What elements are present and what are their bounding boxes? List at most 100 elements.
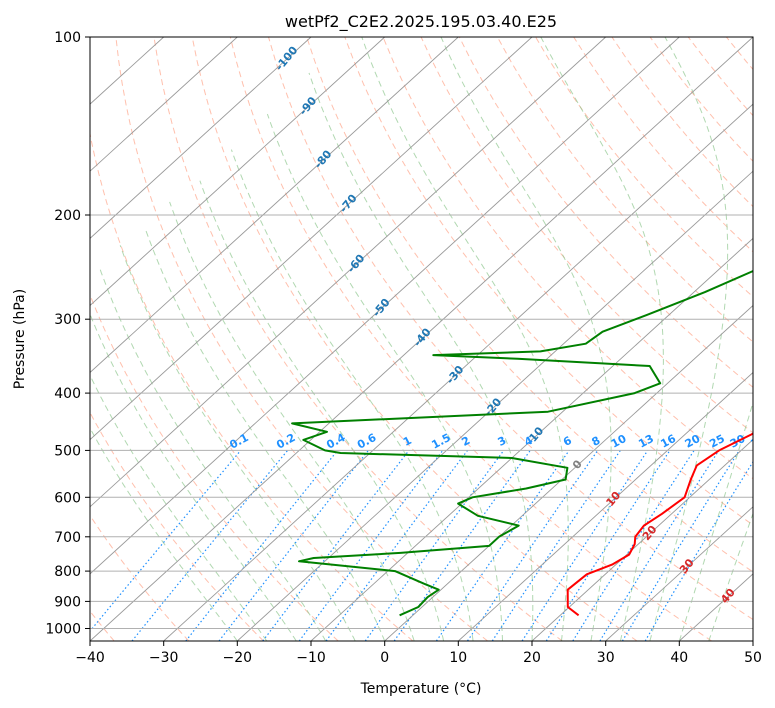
isotherm-line bbox=[90, 37, 533, 441]
moist-adiabat-line bbox=[144, 227, 386, 641]
moist-adiabat-line bbox=[266, 113, 503, 641]
dry-adiabat-line bbox=[344, 37, 753, 526]
mixing-ratio-line bbox=[545, 450, 671, 641]
isotherm-lines bbox=[90, 37, 753, 641]
mixing-ratio-line bbox=[131, 450, 289, 641]
moist-adiabat-line bbox=[119, 245, 356, 641]
isotherm-line bbox=[457, 371, 753, 641]
dry-adiabat-line bbox=[496, 37, 753, 343]
moist-adiabat-line bbox=[90, 374, 268, 641]
moist-adiabat-line bbox=[98, 267, 327, 641]
mixing-ratio-line bbox=[491, 450, 621, 641]
y-tick-label: 800 bbox=[54, 564, 81, 580]
x-tick-label: 50 bbox=[744, 650, 762, 666]
dry-adiabat-line bbox=[115, 37, 488, 641]
mixing-ratio-line bbox=[364, 450, 505, 641]
mixing-ratio-line bbox=[572, 450, 695, 641]
dry-adiabat-line bbox=[649, 37, 753, 162]
isotherm-line bbox=[90, 37, 238, 172]
moist-adiabat-line bbox=[678, 400, 753, 641]
x-axis: −40 −30 −20 −10 0 10 20 30 40 50 bbox=[75, 641, 762, 666]
mixing-ratio-label: 10 bbox=[609, 432, 629, 451]
isotherm-line bbox=[531, 439, 753, 641]
mixing-ratio-line bbox=[599, 450, 720, 641]
isotherm-line bbox=[236, 170, 753, 641]
dry-adiabat-line bbox=[229, 37, 712, 641]
y-tick-label: 1000 bbox=[45, 622, 81, 638]
dry-adiabat-line bbox=[191, 37, 638, 641]
moist-adiabat-line bbox=[199, 180, 445, 641]
mixing-ratio-label: 25 bbox=[707, 432, 727, 451]
mixing-ratio-line bbox=[621, 450, 740, 641]
temperature-profile-line bbox=[566, 432, 753, 617]
chart-title: wetPf2_C2E2.2025.195.03.40.E25 bbox=[285, 12, 557, 32]
y-tick-label: 600 bbox=[54, 490, 81, 506]
dry-adiabat-line bbox=[90, 514, 190, 641]
dry-adiabat-line bbox=[420, 37, 753, 434]
isotherm-line bbox=[90, 37, 753, 641]
mixing-ratio-line bbox=[218, 450, 369, 641]
moist-adiabat-line bbox=[361, 37, 569, 641]
dry-adiabat-line bbox=[687, 37, 753, 117]
mixing-ratio-line bbox=[262, 450, 410, 641]
y-tick-label: 300 bbox=[54, 312, 81, 328]
mixing-ratio-line bbox=[521, 450, 649, 641]
mixing-ratio-label: 13 bbox=[636, 432, 656, 451]
mixing-ratio-line bbox=[298, 450, 444, 641]
mixing-ratio-line bbox=[466, 450, 599, 641]
y-tick-label: 100 bbox=[54, 30, 81, 46]
isotherm-line bbox=[310, 237, 753, 641]
dry-adiabat-line bbox=[726, 37, 753, 71]
mixing-ratio-label: 0.1 bbox=[227, 431, 250, 452]
y-axis-label: Pressure (hPa) bbox=[12, 289, 28, 389]
dry-adiabat-line bbox=[90, 131, 414, 641]
x-tick-label: −20 bbox=[223, 650, 253, 666]
dry-adiabat-line bbox=[535, 37, 753, 298]
moist-adiabat-line bbox=[90, 427, 238, 641]
dry-adiabat-line bbox=[90, 411, 264, 641]
y-tick-label: 400 bbox=[54, 386, 81, 402]
x-tick-label: 30 bbox=[597, 650, 615, 666]
mixing-ratio-lines bbox=[90, 450, 753, 641]
moist-adiabat-line bbox=[708, 512, 753, 641]
x-tick-label: −30 bbox=[149, 650, 179, 666]
y-tick-label: 700 bbox=[54, 530, 81, 546]
isotherm-line bbox=[605, 506, 753, 641]
moist-adiabat-line bbox=[90, 312, 297, 641]
isotherm-line bbox=[163, 103, 753, 641]
moist-adiabat-line bbox=[540, 37, 664, 641]
x-tick-label: 20 bbox=[523, 650, 541, 666]
x-tick-label: −40 bbox=[75, 650, 105, 666]
plot-frame bbox=[89, 36, 754, 642]
mixing-ratio-line bbox=[90, 450, 242, 632]
moist-adiabat-line bbox=[169, 201, 415, 641]
y-axis: 100 200 300 400 500 600 700 800 900 1000 bbox=[45, 30, 90, 638]
mixing-ratio-label: 20 bbox=[683, 432, 703, 451]
moist-adiabat-line bbox=[649, 37, 729, 641]
moist-adiabats bbox=[90, 37, 753, 641]
y-tick-label: 200 bbox=[54, 208, 81, 224]
x-tick-label: 0 bbox=[380, 650, 389, 666]
x-axis-label: Temperature (°C) bbox=[360, 681, 482, 697]
mixing-ratio-label: 0.4 bbox=[324, 431, 348, 452]
isotherm-line bbox=[90, 37, 607, 508]
isotherm-line bbox=[90, 37, 680, 575]
profile-series bbox=[291, 270, 753, 617]
mixing-ratio-label: 6 bbox=[561, 434, 574, 449]
dry-adiabat-line bbox=[611, 37, 753, 208]
plot-area: -100-90-80-70-60-50-40-30-20-10010203040… bbox=[90, 37, 775, 641]
x-tick-label: 40 bbox=[670, 650, 688, 666]
moist-adiabat-line bbox=[440, 37, 612, 641]
x-tick-label: −10 bbox=[296, 650, 326, 666]
dry-adiabat-line bbox=[765, 37, 775, 641]
isotherm-label: -100 bbox=[273, 44, 301, 74]
mixing-ratio-line bbox=[325, 450, 468, 641]
mixing-ratio-label: 8 bbox=[590, 434, 603, 449]
y-tick-label: 500 bbox=[54, 443, 81, 459]
isotherm-line bbox=[90, 37, 386, 307]
mixing-ratio-label: 36 bbox=[749, 432, 769, 451]
dry-adiabat-line bbox=[306, 37, 753, 573]
mixing-ratio-line bbox=[435, 450, 570, 641]
isotherm-line bbox=[90, 37, 312, 239]
